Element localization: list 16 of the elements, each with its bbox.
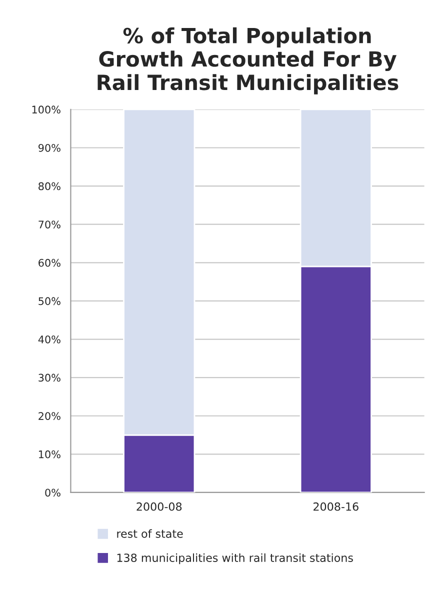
y-tick-label: 0%	[45, 488, 60, 497]
y-tick-label: 70%	[38, 220, 60, 228]
y-tick-label: 90%	[38, 144, 60, 152]
y-tick-label: 40%	[38, 335, 60, 344]
y-tick-label: 20%	[38, 412, 60, 420]
y-tick-label: 50%	[38, 297, 60, 306]
y-tick-label: 100%	[32, 106, 60, 114]
legend-label: 138 municipalities with rail transit stations	[117, 553, 353, 564]
chart-title: % of Total Population Growth Accounted For By Rail Transit Municipalities	[98, 27, 398, 94]
y-tick-label: 30%	[38, 374, 60, 382]
x-tick-label: 2000-08	[136, 502, 182, 511]
y-tick-label: 60%	[38, 258, 60, 267]
y-tick-label: 80%	[38, 182, 60, 190]
x-tick-label: 2008-16	[314, 502, 358, 511]
y-tick-label: 10%	[38, 450, 60, 458]
legend-label: rest of state	[117, 529, 183, 538]
